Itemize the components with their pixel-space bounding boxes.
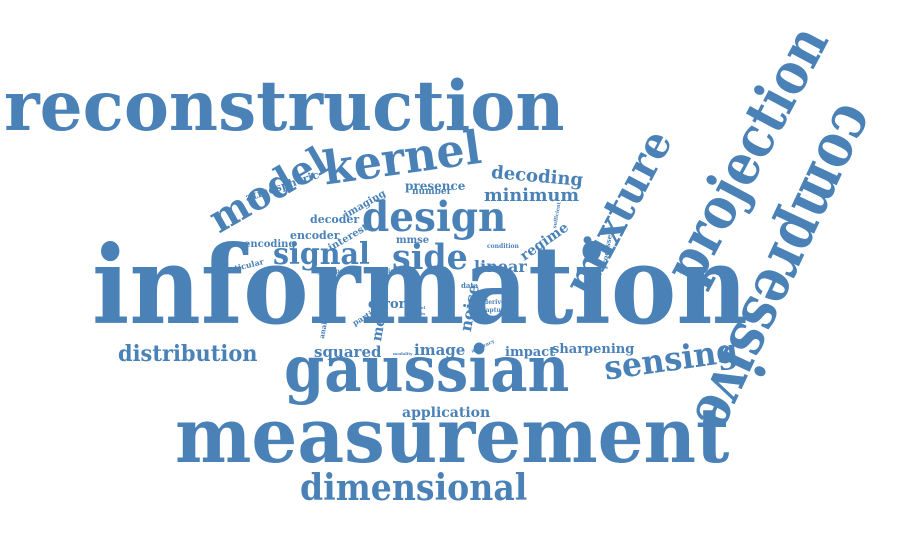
word-condition: condition <box>487 243 519 250</box>
word-side: side <box>392 237 468 278</box>
word-space: space <box>408 297 421 302</box>
word-design: design <box>362 193 507 241</box>
word-modality: modality <box>393 351 413 356</box>
word-information: information <box>92 223 748 349</box>
word-error: error <box>368 297 406 312</box>
word-image: image <box>414 341 466 359</box>
word-sharpening: sharpening <box>552 342 635 357</box>
word-mmse: mmse <box>396 235 430 246</box>
word-capture: capture <box>482 307 508 314</box>
word-presence: presence <box>405 179 466 193</box>
word-signal: signal <box>273 237 370 272</box>
word-number: number <box>412 187 452 197</box>
word-application: application <box>402 405 491 421</box>
word-hyperspectral: hyperspectral <box>313 268 360 275</box>
word-encoding: encoding <box>244 239 296 250</box>
word-result: result <box>408 290 422 295</box>
word-numerical: numerical <box>366 268 401 275</box>
word-weights: weights <box>408 311 426 316</box>
word-measurement: measurement <box>175 391 730 480</box>
word-reconstruction: reconstruction <box>4 66 565 147</box>
word-data: data <box>461 281 479 290</box>
word-parallel: parallel <box>408 305 426 310</box>
word-distribution: distribution <box>118 341 258 367</box>
word-gaussian: gaussian <box>284 332 570 407</box>
word-dimensional: dimensional <box>300 467 528 509</box>
word-minimum: minimum <box>484 185 580 206</box>
word-squared: squared <box>314 343 382 361</box>
word-decoder: decoder <box>310 213 360 226</box>
word-encoder: encoder <box>290 229 340 242</box>
word-linear: linear <box>474 257 527 276</box>
word-impact: impact <box>505 345 556 360</box>
word-derive: derive <box>484 299 505 306</box>
